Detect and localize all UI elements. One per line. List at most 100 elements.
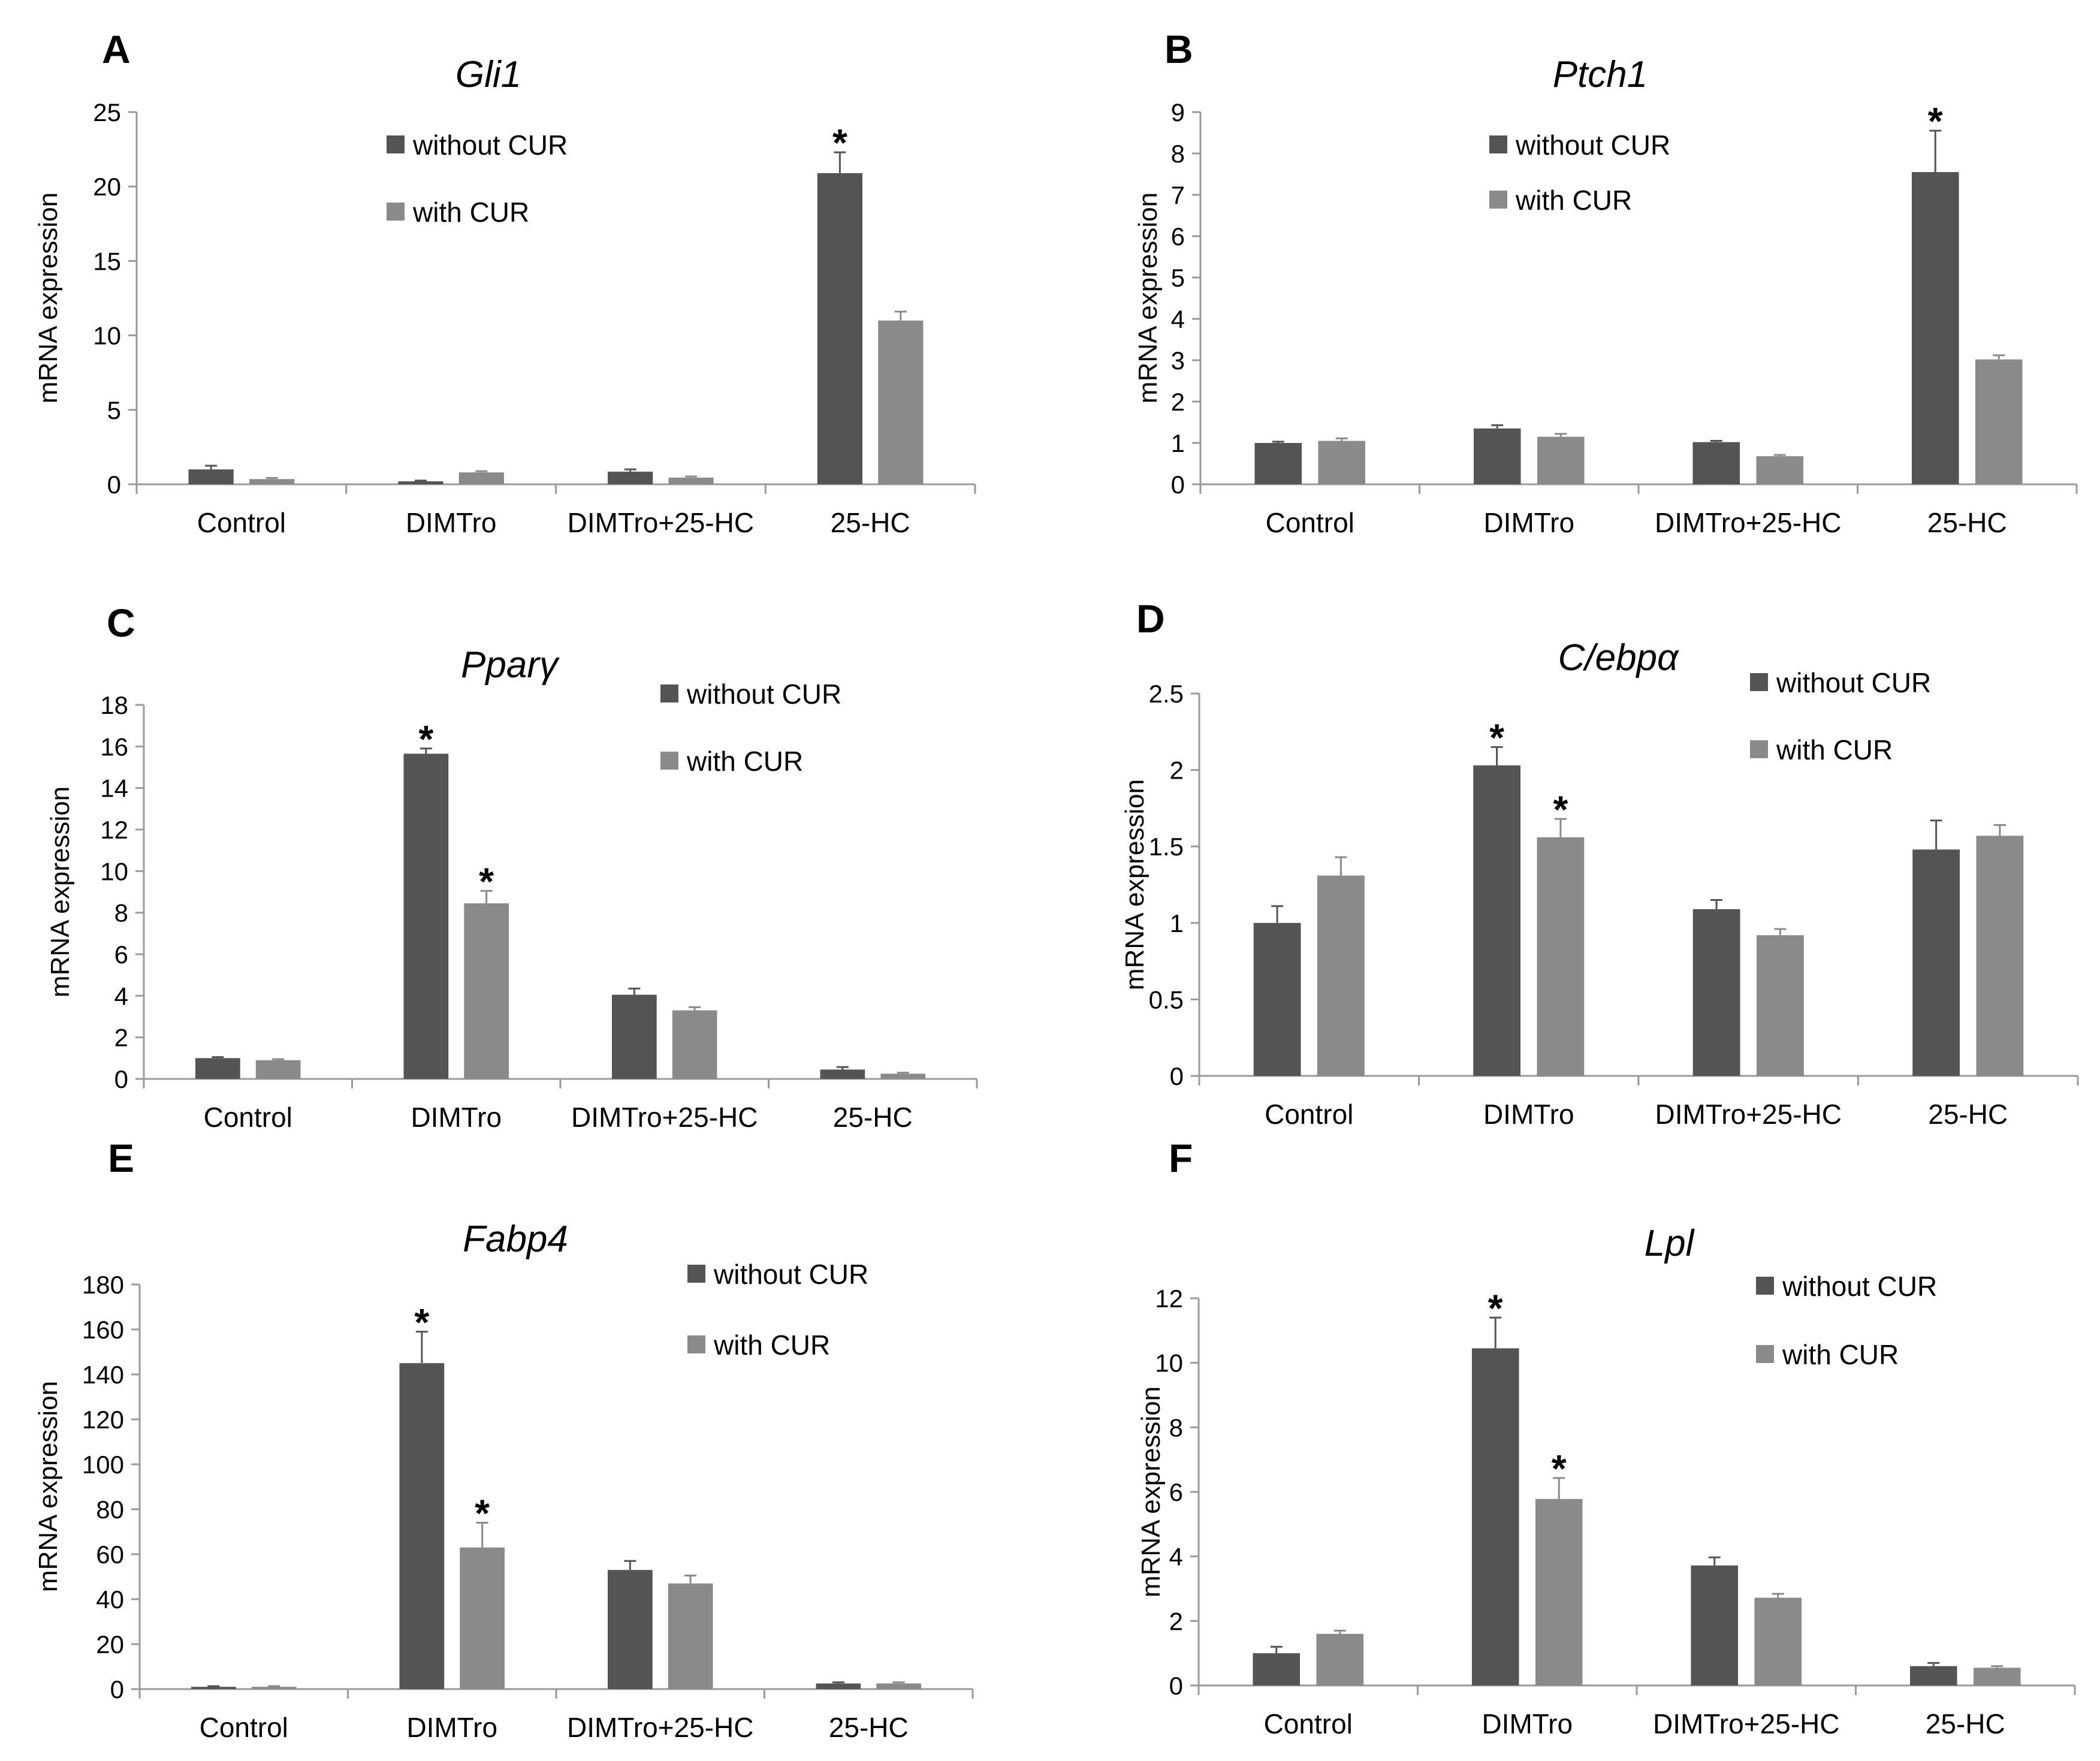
panel-d-bar-s0-c1 xyxy=(1473,765,1521,1076)
panel-b-y-tick-label-9: 9 xyxy=(1171,98,1185,126)
panel-f-category-label-0: Control xyxy=(1264,1708,1353,1739)
panel-a-category-label-0: Control xyxy=(197,507,286,538)
panel-d-title: C/ebpα xyxy=(1558,637,1679,679)
panel-a-category-label-2: DIMTro+25-HC xyxy=(568,507,754,538)
panel-f-legend-label-1: with CUR xyxy=(1782,1339,1899,1370)
panel-e-bar-s0-c2 xyxy=(608,1570,653,1689)
panel-f-y-tick-label-1: 2 xyxy=(1169,1607,1183,1635)
panel-a-category-label-3: 25-HC xyxy=(831,507,910,538)
panel-a-y-axis-label: mRNA expression xyxy=(34,192,63,403)
panel-c-legend-swatch-0 xyxy=(660,685,678,702)
panel-a-bar-s1-c2 xyxy=(668,477,714,484)
panel-b-y-tick-label-6: 6 xyxy=(1171,222,1185,251)
panel-e-category-label-2: DIMTro+25-HC xyxy=(567,1712,753,1743)
panel-f-bar-s0-c0 xyxy=(1253,1653,1301,1685)
panel-b-y-tick-label-3: 3 xyxy=(1171,346,1185,375)
panel-c-bar-s1-c0 xyxy=(255,1060,301,1079)
panel-b-category-label-0: Control xyxy=(1266,507,1354,538)
panel-c-y-tick-label-2: 4 xyxy=(114,982,128,1010)
panel-c-y-tick-label-6: 12 xyxy=(100,816,128,844)
panel-b-legend-label-1: with CUR xyxy=(1515,185,1632,216)
panel-f-bar-s1-c1 xyxy=(1535,1498,1583,1685)
panel-d-y-tick-label-0: 0 xyxy=(1170,1062,1184,1090)
panel-a-legend-label-0: without CUR xyxy=(412,129,568,161)
panel-a-y-tick-label-4: 20 xyxy=(93,173,121,201)
panel-d-y-tick-label-3: 1.5 xyxy=(1149,833,1184,861)
panel-e-y-tick-label-6: 120 xyxy=(82,1406,124,1434)
panel-f-significance-star-s1-c1: * xyxy=(1552,1447,1567,1490)
panel-b-bar-s0-c0 xyxy=(1254,443,1302,484)
panel-f-legend-swatch-1 xyxy=(1756,1345,1774,1363)
panel-f-y-tick-label-0: 0 xyxy=(1169,1672,1183,1700)
panel-b-category-label-2: DIMTro+25-HC xyxy=(1655,507,1841,538)
panel-a-bar-s0-c3 xyxy=(817,173,863,484)
panel-e-legend-swatch-1 xyxy=(687,1335,705,1353)
panel-c-category-label-0: Control xyxy=(204,1102,292,1133)
panel-c-y-tick-label-5: 10 xyxy=(100,857,128,885)
panel-b-y-tick-label-5: 5 xyxy=(1171,264,1185,292)
panel-b-bar-s0-c1 xyxy=(1473,428,1521,484)
panel-f-bar-s1-c2 xyxy=(1754,1597,1802,1685)
panel-a-title: Gli1 xyxy=(455,54,521,95)
panel-a-y-tick-label-5: 25 xyxy=(93,98,121,126)
panel-d-bar-s1-c0 xyxy=(1317,875,1365,1076)
panel-c-legend-label-1: with CUR xyxy=(686,746,803,777)
panel-d-legend-swatch-0 xyxy=(1750,673,1768,691)
panel-c-bar-s1-c3 xyxy=(880,1074,925,1079)
panel-a-bar-s0-c1 xyxy=(398,481,443,484)
panel-c-bar-s0-c3 xyxy=(820,1069,865,1079)
panel-b-y-tick-label-4: 4 xyxy=(1171,305,1185,333)
panel-d-bar-s0-c3 xyxy=(1912,849,1960,1076)
panel-a-y-tick-label-2: 10 xyxy=(93,322,121,350)
panel-b-y-tick-label-2: 2 xyxy=(1171,388,1185,416)
panel-a-letter: A xyxy=(102,27,131,71)
panel-f-bar-s1-c3 xyxy=(1973,1667,2021,1685)
panel-f-bar-s0-c1 xyxy=(1471,1348,1519,1685)
panel-e-y-tick-label-3: 60 xyxy=(96,1540,124,1569)
panel-a-bar-s0-c0 xyxy=(188,469,234,484)
panel-b-y-axis-label: mRNA expression xyxy=(1133,192,1163,403)
panel-c-significance-star-s0-c1: * xyxy=(418,717,433,761)
panel-b-y-tick-label-1: 1 xyxy=(1171,429,1185,457)
panel-b-legend-swatch-1 xyxy=(1489,191,1507,209)
panel-c-category-label-1: DIMTro xyxy=(411,1102,502,1133)
panel-b-significance-star-s0-c3: * xyxy=(1928,99,1943,143)
panel-e-bar-s1-c2 xyxy=(668,1583,713,1689)
panel-e-y-tick-label-9: 180 xyxy=(82,1271,124,1299)
panel-c-category-label-3: 25-HC xyxy=(833,1102,913,1133)
panel-e-title: Fabp4 xyxy=(463,1219,568,1260)
panel-b-y-tick-label-8: 8 xyxy=(1171,140,1185,168)
panel-c-bar-s0-c1 xyxy=(403,753,449,1079)
panel-e-category-label-0: Control xyxy=(200,1712,288,1743)
panel-e-y-tick-label-1: 20 xyxy=(96,1630,124,1659)
panel-f-y-axis-label: mRNA expression xyxy=(1136,1386,1166,1597)
panel-d-y-tick-label-2: 1 xyxy=(1170,909,1184,937)
panel-f-legend-label-0: without CUR xyxy=(1782,1271,1937,1302)
panel-c-bar-s1-c1 xyxy=(464,903,509,1079)
panel-d-category-label-2: DIMTro+25-HC xyxy=(1655,1099,1842,1130)
panel-e-legend-swatch-0 xyxy=(687,1265,705,1283)
panel-c-y-tick-label-9: 18 xyxy=(100,691,128,719)
panel-c-y-tick-label-3: 6 xyxy=(114,940,128,969)
panel-b-bar-s1-c2 xyxy=(1756,456,1804,484)
panel-f-category-label-3: 25-HC xyxy=(1926,1708,2005,1739)
panel-b-category-label-1: DIMTro xyxy=(1483,507,1574,538)
panel-f-y-tick-label-5: 10 xyxy=(1155,1349,1183,1377)
panel-c-category-label-2: DIMTro+25-HC xyxy=(571,1102,758,1133)
panel-e-y-tick-label-7: 140 xyxy=(82,1361,124,1389)
panel-d-bar-s1-c3 xyxy=(1976,836,2024,1076)
panel-e-y-tick-label-4: 80 xyxy=(96,1495,124,1524)
panel-d-bar-s1-c2 xyxy=(1756,935,1804,1076)
panel-d-legend-swatch-1 xyxy=(1750,740,1768,758)
panel-d-letter: D xyxy=(1136,596,1165,641)
panel-a-bar-s0-c2 xyxy=(608,471,653,484)
panel-e-bar-s1-c1 xyxy=(460,1547,505,1689)
panel-e-y-axis-label: mRNA expression xyxy=(34,1381,63,1592)
panel-d-bar-s0-c0 xyxy=(1253,922,1301,1076)
panel-e-y-tick-label-5: 100 xyxy=(82,1451,124,1479)
panel-d-category-label-0: Control xyxy=(1265,1099,1353,1130)
panel-b-bar-s0-c3 xyxy=(1911,172,1959,484)
panel-b-legend-label-0: without CUR xyxy=(1515,129,1670,161)
panel-e-category-label-3: 25-HC xyxy=(829,1712,909,1743)
panel-e-y-tick-label-0: 0 xyxy=(110,1675,124,1703)
